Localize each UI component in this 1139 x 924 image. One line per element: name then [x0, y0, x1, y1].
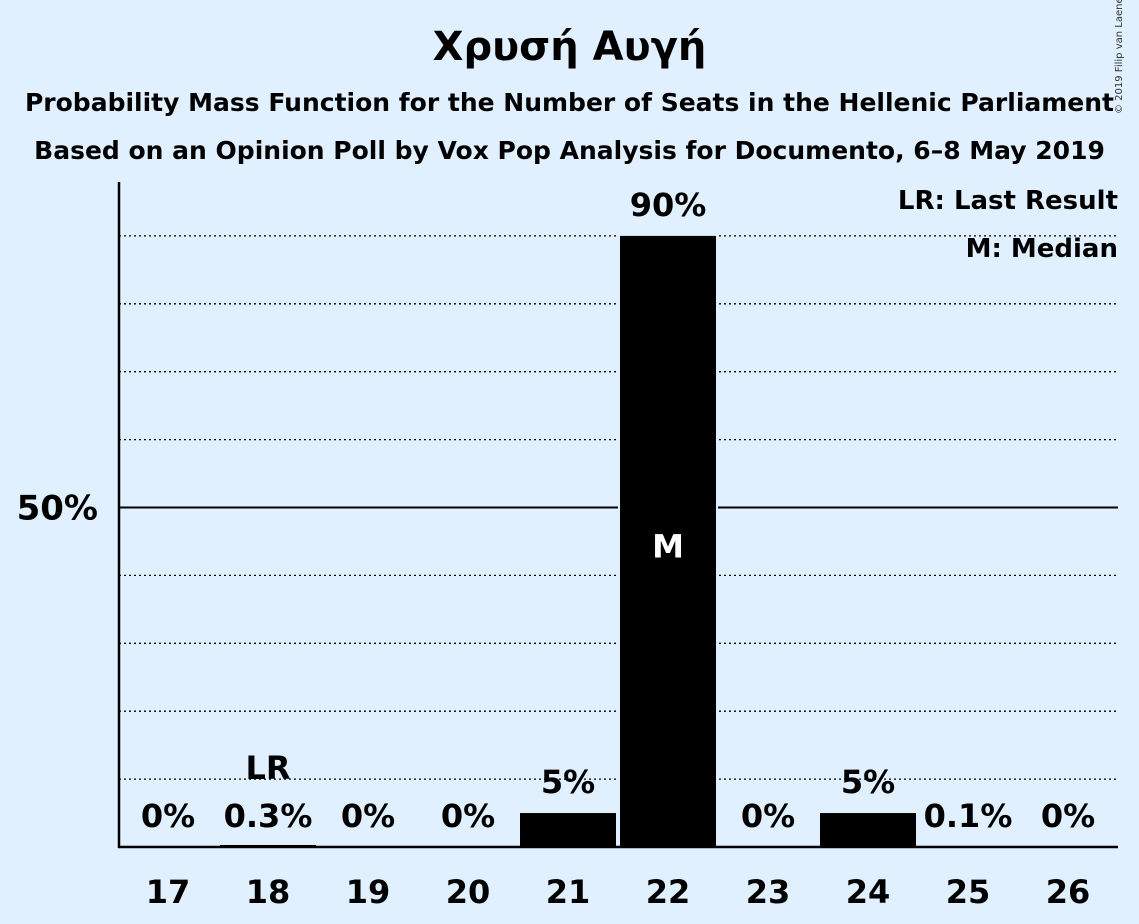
- label-layer: 0% 0.3% LR 0% 0% 5% 90% M 0% 5% 0.1% 0%: [141, 186, 1095, 835]
- axis-layer: 50% 17 18 19 20 21 22 23 24 25 26: [17, 182, 1118, 911]
- x-tick-label-22: 22: [646, 873, 691, 911]
- x-tick-label-26: 26: [1046, 873, 1091, 911]
- x-tick-label-25: 25: [946, 873, 991, 911]
- bar-label-24: 5%: [841, 763, 895, 801]
- bar-label-25: 0.1%: [924, 797, 1013, 835]
- bar-seat-24: [820, 813, 916, 847]
- bar-label-21: 5%: [541, 763, 595, 801]
- x-tick-label-24: 24: [846, 873, 891, 911]
- x-tick-label-20: 20: [446, 873, 491, 911]
- legend-median: M: Median: [966, 234, 1118, 264]
- bar-label-19: 0%: [341, 797, 395, 835]
- grid-layer: [119, 235, 1118, 780]
- x-tick-label-21: 21: [546, 873, 591, 911]
- last-result-marker: LR: [245, 749, 290, 787]
- x-tick-label-19: 19: [346, 873, 391, 911]
- x-tick-label-18: 18: [246, 873, 291, 911]
- bar-label-22: 90%: [630, 186, 707, 224]
- bar-halo: [918, 844, 1018, 847]
- median-marker: M: [652, 528, 684, 566]
- chart-subtitle-2: Based on an Opinion Poll by Vox Pop Anal…: [34, 136, 1105, 165]
- y-tick-label: 50%: [17, 489, 98, 529]
- bar-label-18: 0.3%: [224, 797, 313, 835]
- legend-last-result: LR: Last Result: [898, 186, 1118, 216]
- x-tick-label-17: 17: [146, 873, 191, 911]
- bar-seat-21: [520, 813, 616, 847]
- x-tick-label-23: 23: [746, 873, 791, 911]
- chart-title: Χρυσή Αυγή: [432, 24, 707, 70]
- bar-label-20: 0%: [441, 797, 495, 835]
- bar-label-17: 0%: [141, 797, 195, 835]
- bar-seat-22: [620, 235, 716, 847]
- bar-label-23: 0%: [741, 797, 795, 835]
- bar-layer: [218, 233, 1018, 847]
- bar-label-26: 0%: [1041, 797, 1095, 835]
- chart-subtitle-1: Probability Mass Function for the Number…: [24, 88, 1115, 117]
